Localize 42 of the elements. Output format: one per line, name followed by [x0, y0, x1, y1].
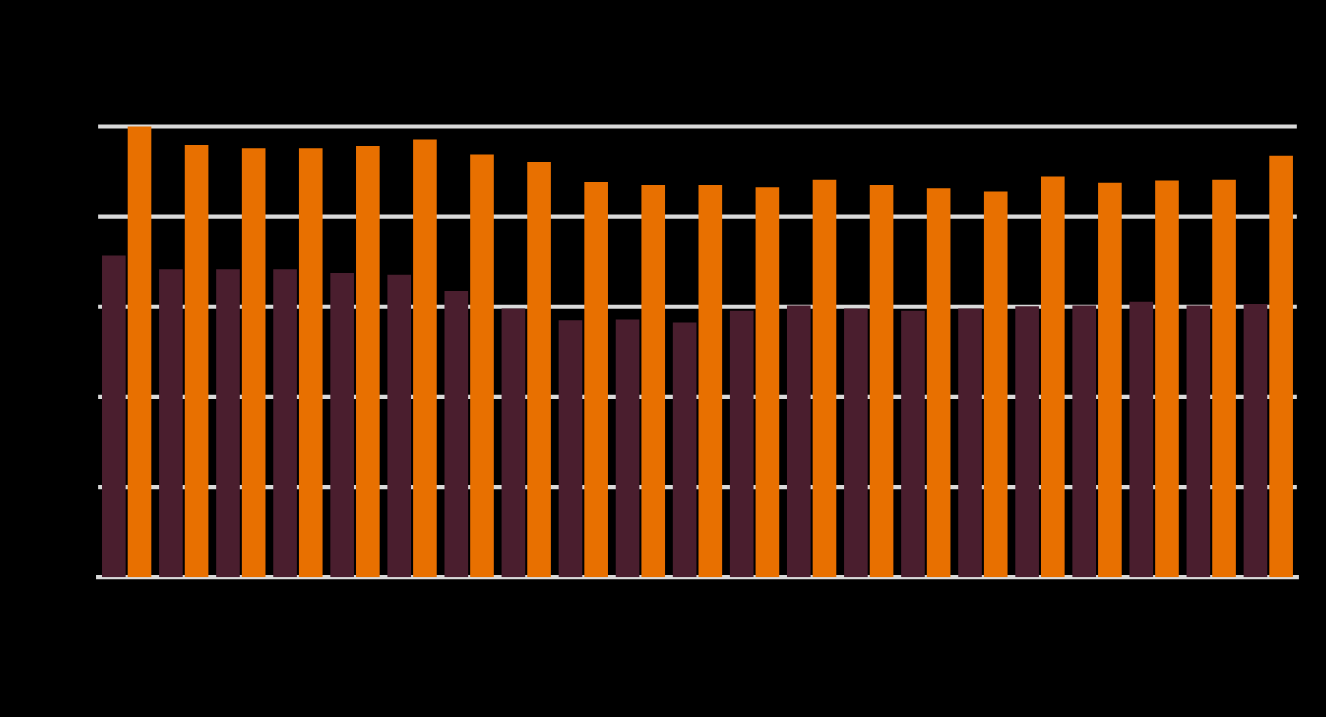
bar [470, 154, 494, 578]
bar [901, 310, 925, 578]
bar [786, 305, 811, 578]
bar [241, 148, 266, 578]
bar [615, 319, 640, 578]
bar [1243, 304, 1268, 578]
bar [216, 269, 240, 578]
bar [330, 272, 354, 578]
bar [298, 148, 323, 578]
bar [501, 308, 526, 578]
bar [844, 308, 868, 578]
bar [1098, 182, 1122, 578]
bar [1269, 155, 1293, 578]
bar [1155, 180, 1179, 578]
bar [926, 188, 951, 578]
bar [413, 139, 437, 578]
bar [127, 126, 152, 578]
bar [1040, 176, 1065, 578]
bar [1129, 301, 1154, 578]
bar [869, 185, 894, 578]
bar [444, 291, 469, 578]
bar [102, 255, 126, 578]
bar [672, 322, 697, 578]
bar [558, 320, 583, 578]
bar [184, 144, 209, 578]
bar [812, 179, 837, 578]
bar [159, 269, 183, 578]
bar [755, 187, 780, 578]
bar [1015, 306, 1039, 578]
bar [958, 308, 982, 578]
bar [1186, 305, 1211, 578]
bar [273, 269, 297, 578]
bar [1212, 179, 1236, 578]
bar [356, 145, 380, 578]
bar [729, 310, 754, 578]
bar [1072, 305, 1097, 578]
bar [387, 274, 412, 578]
bar [527, 162, 551, 578]
bar [641, 185, 666, 578]
bar [698, 185, 723, 578]
bar [584, 181, 608, 578]
bar [983, 191, 1008, 578]
